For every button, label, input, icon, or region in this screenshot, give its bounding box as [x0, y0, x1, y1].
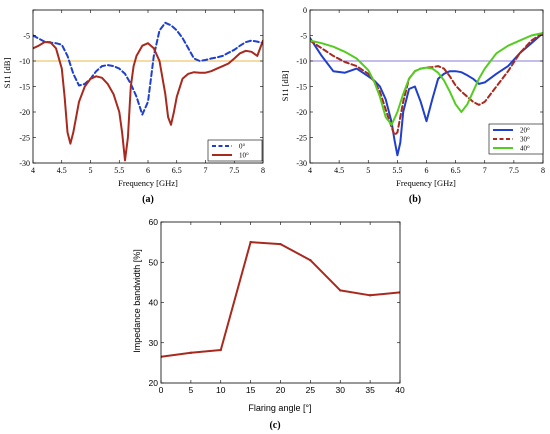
panel-a-x-tick-label-3: 5.5: [114, 166, 124, 175]
panel-c-data-point-1: [189, 351, 193, 355]
panel-c-y-tick-label-1: 30: [149, 338, 159, 348]
panel-c-chart: 0 5 10 15 20 25 30 35 40 20 30 40 50 60 Flaring angle…: [132, 217, 405, 431]
panel-c-y-tick-label-0: 20: [149, 378, 159, 388]
panel-b-legend-entry-1: 30°: [520, 136, 530, 144]
panel-a-y-tick-label-5: -25: [19, 134, 30, 143]
panel-c-data-point-4: [279, 242, 282, 246]
panel-a-y-axis-label: S11 [dB]: [2, 58, 12, 89]
panel-c-x-tick-label-4: 20: [276, 385, 286, 395]
panel-b-x-tick-label-8: 8: [541, 166, 545, 175]
panel-a-y-tick-label-2: -10: [19, 57, 30, 66]
panel-c-label: (c): [269, 420, 280, 431]
panel-c-data-point-6: [339, 289, 342, 292]
panel-a-y-tick-label-3: -15: [19, 83, 30, 92]
panel-b-x-tick-label-7: 7.5: [509, 166, 519, 175]
panel-c-data-point-7: [368, 294, 372, 297]
panel-a-y-tick-label-6: -30: [19, 159, 30, 168]
panel-a-x-tick-label-7: 7.5: [229, 166, 239, 175]
panel-a-series-line-0: [33, 21, 263, 116]
panel-b-series-line-2: [310, 32, 543, 126]
panel-b-y-tick-label-6: -30: [296, 159, 307, 168]
panel-c-x-tick-label-0: 0: [159, 385, 164, 395]
panel-b-legend: 20° 30° 40°: [488, 123, 544, 155]
panel-b-y-tick-label-4: -20: [296, 108, 307, 117]
panel-b-y-tick-label-3: -15: [296, 83, 307, 92]
panel-a-legend-entry-1: 10°: [239, 152, 249, 160]
panel-b-x-tick-label-2: 5: [366, 166, 370, 175]
panel-a-x-tick-label-1: 4.5: [57, 166, 67, 175]
panel-c-y-tick-label-4: 60: [149, 217, 159, 227]
panel-c-data-point-3: [249, 240, 252, 244]
panel-a-series-line-1: [33, 39, 263, 162]
panel-b-x-tick-label-6: 7: [483, 166, 487, 175]
panel-a-legend: 0° 10°: [207, 139, 263, 162]
panel-b-plot-area: 4 4.5 5 5.5 6 6.5 7 7.5 8 0 -5 -10 -15 -20 -25 -30: [296, 6, 545, 175]
panel-b-y-tick-label-5: -25: [296, 134, 307, 143]
panel-c-data-point-2: [219, 348, 222, 352]
panel-a-x-tick-label-0: 4: [31, 166, 35, 175]
panel-b-x-tick-label-3: 5.5: [392, 166, 402, 175]
panel-c-x-tick-label-5: 25: [306, 385, 316, 395]
panel-b-legend-entry-2: 40°: [520, 145, 530, 153]
panel-a-plot-area: 4 4.5 5 5.5 6 6.5 7 7.5 8 -5 -10 -15 -20 -25 -30: [19, 9, 265, 175]
panel-c-y-tick-label-3: 50: [149, 257, 159, 267]
panel-b-y-tick-label-0: 0: [303, 6, 307, 15]
panel-b-x-tick-label-4: 6: [425, 166, 429, 175]
panel-c-data-point-5: [309, 259, 312, 262]
panel-a-x-tick-label-6: 7: [204, 166, 208, 175]
panel-c-x-tick-label-7: 35: [365, 385, 375, 395]
panel-b-x-tick-label-1: 4.5: [334, 166, 344, 175]
panel-b-label: (b): [409, 194, 421, 205]
panel-c-x-tick-label-6: 30: [336, 385, 346, 395]
panel-a-x-tick-label-5: 6.5: [172, 166, 182, 175]
panel-a-x-tick-label-8: 8: [261, 166, 265, 175]
panel-b-chart: 4 4.5 5 5.5 6 6.5 7 7.5 8 0 -5 -10 -15 -20 -25 -30 Freq…: [280, 6, 545, 205]
panel-b-y-tick-label-2: -10: [296, 57, 307, 66]
panel-c-x-tick-label-2: 10: [216, 385, 226, 395]
panel-b-x-tick-label-5: 6.5: [451, 166, 461, 175]
panel-a-x-tick-label-4: 6: [146, 166, 150, 175]
panel-b-x-tick-label-0: 4: [308, 166, 312, 175]
panel-b-legend-entry-0: 20°: [520, 127, 530, 135]
panel-c-y-axis-label: Impedance bandwidth [%]: [132, 249, 142, 353]
panel-a-chart: 4 4.5 5 5.5 6 6.5 7 7.5 8 -5 -10 -15 -20 -25 -30 Frequ…: [2, 9, 265, 205]
panel-c-x-axis-label: Flaring angle [°]: [248, 403, 311, 413]
panel-c-axes-frame: [160, 221, 401, 384]
panel-b-y-tick-label-1: -5: [300, 32, 307, 41]
panel-b-y-axis-label: S11 [dB]: [280, 71, 290, 102]
panel-a-legend-entry-0: 0°: [239, 143, 246, 151]
panel-b-x-axis-label: Frequency [GHz]: [396, 178, 456, 188]
panel-a-y-tick-label-1: -5: [23, 32, 30, 41]
panel-a-x-tick-label-2: 5: [89, 166, 93, 175]
panel-a-y-tick-label-4: -20: [19, 108, 30, 117]
panel-a-x-axis-label: Frequency [GHz]: [118, 178, 178, 188]
panel-c-y-tick-label-2: 40: [149, 298, 159, 308]
panel-c-x-tick-label-1: 5: [189, 385, 194, 395]
panel-a-label: (a): [142, 194, 154, 205]
panel-c-series-line-0: [161, 241, 400, 358]
panel-c-plot-area: 0 5 10 15 20 25 30 35 40 20 30 40 50 60: [149, 217, 405, 395]
panel-c-x-tick-label-8: 40: [395, 385, 405, 395]
panel-c-x-tick-label-3: 15: [246, 385, 256, 395]
